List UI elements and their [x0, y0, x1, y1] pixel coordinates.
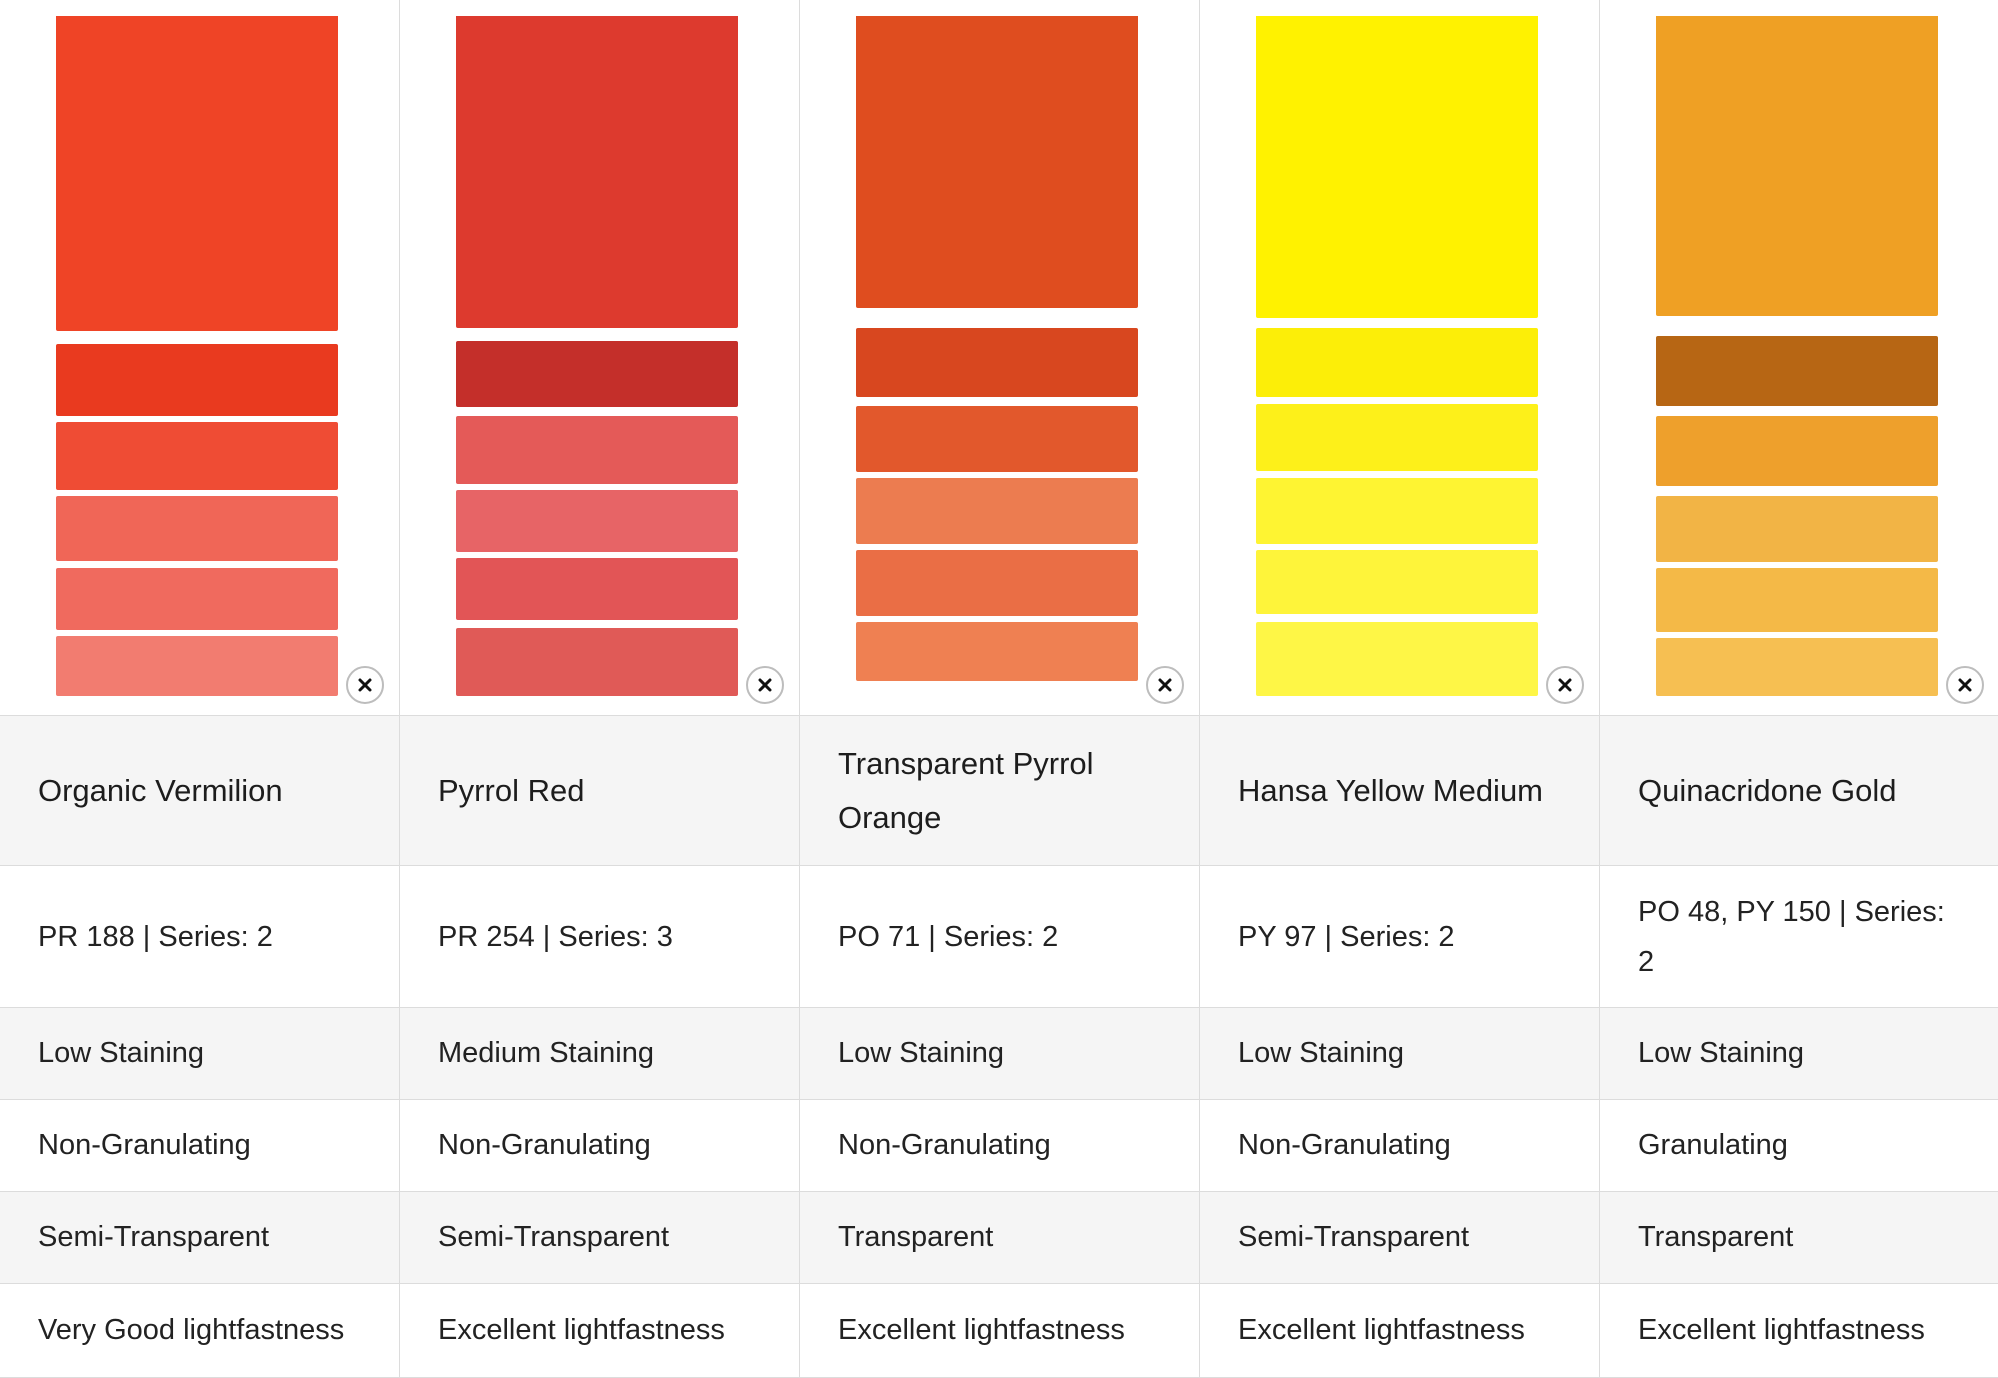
swatch-image	[856, 16, 1138, 696]
staining-value: Low Staining	[0, 1008, 400, 1100]
pigment-series: PR 188 | Series: 2	[0, 866, 400, 1008]
pigment-series: PO 48, PY 150 | Series: 2	[1600, 866, 1998, 1008]
staining-value: Low Staining	[800, 1008, 1200, 1100]
close-icon	[1958, 678, 1972, 692]
swatch-band	[1656, 416, 1938, 486]
swatch-cell	[800, 0, 1200, 716]
remove-paint-button[interactable]	[746, 666, 784, 704]
swatch-band	[456, 490, 738, 552]
transparency-value: Semi-Transparent	[400, 1192, 800, 1284]
staining-value: Medium Staining	[400, 1008, 800, 1100]
transparency-value: Semi-Transparent	[0, 1192, 400, 1284]
pigment-series: PR 254 | Series: 3	[400, 866, 800, 1008]
close-icon	[1558, 678, 1572, 692]
swatch-band	[856, 550, 1138, 616]
swatch-band	[1656, 638, 1938, 696]
swatch-band	[856, 328, 1138, 397]
pigment-series: PO 71 | Series: 2	[800, 866, 1200, 1008]
transparency-value: Semi-Transparent	[1200, 1192, 1600, 1284]
paint-name: Transparent Pyrrol Orange	[800, 716, 1200, 866]
paint-name: Quinacridone Gold	[1600, 716, 1998, 866]
swatch-band	[56, 422, 338, 490]
granulation-value: Non-Granulating	[800, 1100, 1200, 1192]
swatch-image	[56, 16, 338, 696]
close-icon	[758, 678, 772, 692]
swatch-cell	[1600, 0, 1998, 716]
granulation-value: Non-Granulating	[400, 1100, 800, 1192]
swatch-image	[456, 16, 738, 696]
swatch-band	[456, 16, 738, 328]
swatch-band	[1256, 622, 1538, 696]
swatch-band	[456, 628, 738, 696]
swatch-band	[56, 568, 338, 630]
swatch-band	[1256, 478, 1538, 544]
swatch-band	[1256, 404, 1538, 471]
swatch-cell	[1200, 0, 1600, 716]
swatch-band	[1656, 16, 1938, 316]
swatch-band	[456, 558, 738, 620]
staining-value: Low Staining	[1600, 1008, 1998, 1100]
swatch-band	[56, 16, 338, 331]
staining-value: Low Staining	[1200, 1008, 1600, 1100]
pigment-series: PY 97 | Series: 2	[1200, 866, 1600, 1008]
lightfastness-value: Excellent lightfastness	[1600, 1284, 1998, 1378]
swatch-band	[1256, 328, 1538, 397]
paint-name: Pyrrol Red	[400, 716, 800, 866]
swatch-cell	[0, 0, 400, 716]
lightfastness-value: Excellent lightfastness	[1200, 1284, 1600, 1378]
swatch-band	[1256, 16, 1538, 318]
granulation-value: Non-Granulating	[0, 1100, 400, 1192]
swatch-band	[856, 406, 1138, 472]
swatch-band	[1656, 568, 1938, 632]
swatch-image	[1656, 16, 1938, 696]
swatch-band	[56, 496, 338, 561]
close-icon	[358, 678, 372, 692]
remove-paint-button[interactable]	[1146, 666, 1184, 704]
swatch-band	[856, 16, 1138, 308]
granulation-value: Non-Granulating	[1200, 1100, 1600, 1192]
swatch-band	[456, 416, 738, 484]
swatch-band	[1256, 550, 1538, 614]
swatch-band	[1656, 496, 1938, 562]
swatch-band	[56, 344, 338, 416]
transparency-value: Transparent	[1600, 1192, 1998, 1284]
remove-paint-button[interactable]	[1946, 666, 1984, 704]
remove-paint-button[interactable]	[346, 666, 384, 704]
paint-name: Hansa Yellow Medium	[1200, 716, 1600, 866]
swatch-band	[856, 478, 1138, 544]
swatch-band	[456, 341, 738, 407]
transparency-value: Transparent	[800, 1192, 1200, 1284]
paint-name: Organic Vermilion	[0, 716, 400, 866]
lightfastness-value: Very Good lightfastness	[0, 1284, 400, 1378]
lightfastness-value: Excellent lightfastness	[400, 1284, 800, 1378]
lightfastness-value: Excellent lightfastness	[800, 1284, 1200, 1378]
swatch-band	[56, 636, 338, 696]
swatch-image	[1256, 16, 1538, 696]
granulation-value: Granulating	[1600, 1100, 1998, 1192]
close-icon	[1158, 678, 1172, 692]
swatch-band	[856, 622, 1138, 681]
remove-paint-button[interactable]	[1546, 666, 1584, 704]
swatch-cell	[400, 0, 800, 716]
swatch-band	[1656, 336, 1938, 406]
